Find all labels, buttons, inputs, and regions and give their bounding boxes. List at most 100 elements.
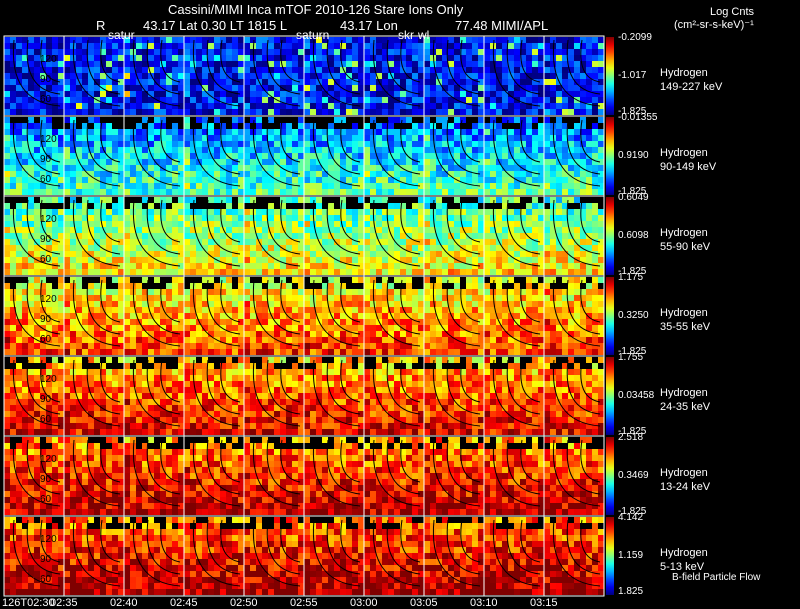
heatmap-cell: [46, 43, 52, 49]
heatmap-cell: [28, 85, 34, 91]
heatmap-cell: [64, 215, 70, 221]
heatmap-cell: [424, 257, 430, 263]
heatmap-cell: [112, 203, 118, 209]
heatmap-cell: [208, 67, 214, 73]
heatmap-cell: [166, 103, 172, 109]
heatmap-cell: [46, 289, 52, 295]
heatmap-cell: [598, 49, 604, 55]
heatmap-cell: [562, 109, 568, 115]
heatmap-cell: [544, 67, 550, 73]
heatmap-cell: [484, 129, 490, 135]
heatmap-cell: [130, 103, 136, 109]
heatmap-cell: [244, 67, 250, 73]
heatmap-cell: [142, 245, 148, 251]
heatmap-cell: [436, 183, 442, 189]
heatmap-cell: [478, 43, 484, 49]
heatmap-cell: [250, 159, 256, 165]
heatmap-cell: [160, 135, 166, 141]
heatmap-cell: [340, 301, 346, 307]
heatmap-cell: [118, 49, 124, 55]
heatmap-cell: [544, 233, 550, 239]
heatmap-cell: [556, 197, 562, 203]
heatmap-cell: [118, 183, 124, 189]
heatmap-cell: [370, 61, 376, 67]
heatmap-cell: [508, 141, 514, 147]
heatmap-cell: [190, 227, 196, 233]
heatmap-cell: [244, 325, 250, 331]
heatmap-cell: [508, 251, 514, 257]
heatmap-cell: [550, 85, 556, 91]
heatmap-cell: [562, 251, 568, 257]
heatmap-cell: [262, 295, 268, 301]
heatmap-cell: [424, 283, 430, 289]
heatmap-cell: [88, 295, 94, 301]
heatmap-cell: [22, 189, 28, 195]
heatmap-cell: [358, 277, 364, 283]
heatmap-cell: [202, 233, 208, 239]
heatmap-cell: [316, 203, 322, 209]
heatmap-cell: [10, 245, 16, 251]
heatmap-cell: [130, 141, 136, 147]
heatmap-cell: [4, 289, 10, 295]
heatmap-cell: [466, 257, 472, 263]
heatmap-cell: [382, 295, 388, 301]
heatmap-cell: [496, 55, 502, 61]
heatmap-cell: [352, 331, 358, 337]
heatmap-cell: [532, 55, 538, 61]
heatmap-cell: [544, 103, 550, 109]
heatmap-cell: [142, 55, 148, 61]
heatmap-cell: [208, 289, 214, 295]
heatmap-cell: [100, 197, 106, 203]
heatmap-cell: [448, 301, 454, 307]
heatmap-cell: [166, 239, 172, 245]
heatmap-cell: [394, 37, 400, 43]
heatmap-cell: [478, 177, 484, 183]
heatmap-cell: [298, 221, 304, 227]
heatmap-cell: [370, 325, 376, 331]
heatmap-cell: [574, 55, 580, 61]
heatmap-cell: [52, 141, 58, 147]
heatmap-cell: [376, 67, 382, 73]
heatmap-cell: [16, 147, 22, 153]
heatmap-cell: [112, 307, 118, 313]
heatmap-cell: [454, 295, 460, 301]
heatmap-cell: [496, 109, 502, 115]
heatmap-cell: [202, 129, 208, 135]
heatmap-cell: [112, 37, 118, 43]
heatmap-cell: [190, 109, 196, 115]
heatmap-cell: [364, 55, 370, 61]
heatmap-cell: [592, 189, 598, 195]
heatmap-cell: [202, 117, 208, 123]
heatmap-cell: [562, 277, 568, 283]
heatmap-cell: [118, 189, 124, 195]
heatmap-cell: [454, 221, 460, 227]
heatmap-cell: [142, 277, 148, 283]
heatmap-cell: [460, 189, 466, 195]
heatmap-cell: [394, 55, 400, 61]
heatmap-cell: [484, 295, 490, 301]
heatmap-cell: [250, 269, 256, 275]
heatmap-cell: [136, 251, 142, 257]
heatmap-cell: [382, 197, 388, 203]
heatmap-cell: [274, 251, 280, 257]
heatmap-cell: [40, 103, 46, 109]
contour-line: [160, 119, 181, 163]
heatmap-cell: [478, 283, 484, 289]
heatmap-cell: [112, 159, 118, 165]
heatmap-cell: [154, 135, 160, 141]
colorbar-1: [606, 37, 614, 115]
heatmap-cell: [136, 227, 142, 233]
contour-line: [146, 199, 181, 255]
heatmap-cell: [136, 245, 142, 251]
heatmap-cell: [454, 109, 460, 115]
heatmap-cell: [40, 343, 46, 349]
heatmap-cell: [388, 307, 394, 313]
heatmap-cell: [148, 165, 154, 171]
heatmap-cell: [412, 295, 418, 301]
heatmap-cell: [580, 307, 586, 313]
heatmap-cell: [376, 135, 382, 141]
heatmap-cell: [460, 61, 466, 67]
heatmap-cell: [208, 227, 214, 233]
heatmap-cell: [550, 203, 556, 209]
heatmap-cell: [424, 177, 430, 183]
